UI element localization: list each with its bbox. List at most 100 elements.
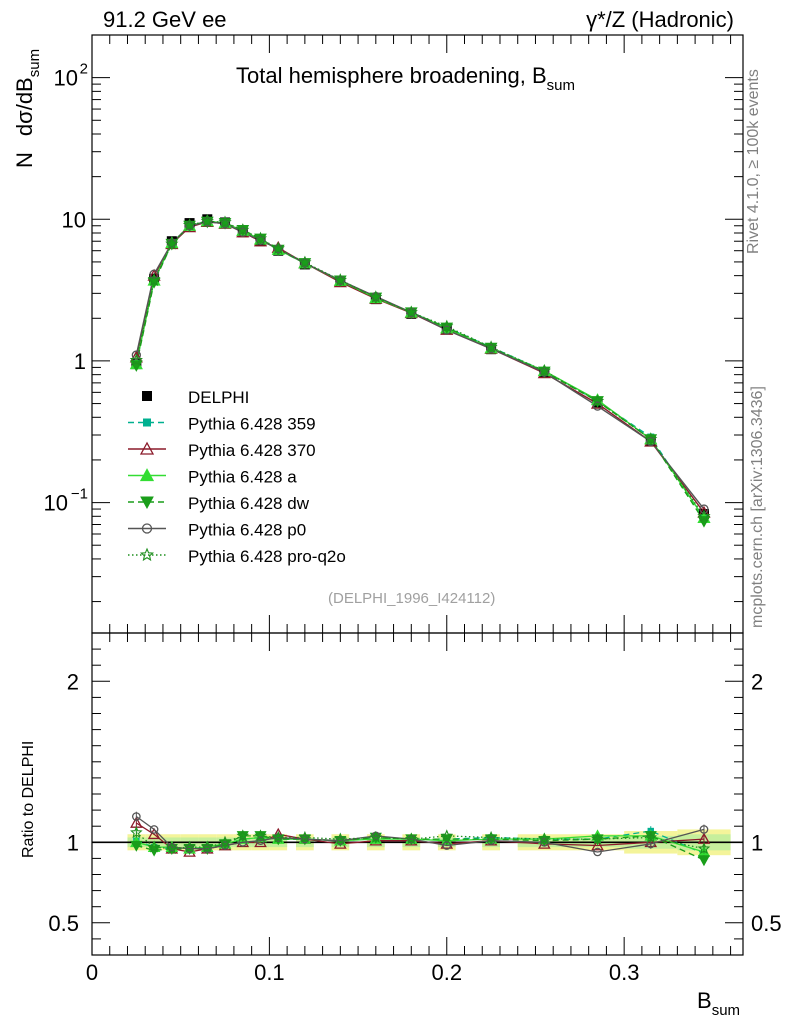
ratio-point-5: [147, 840, 161, 853]
series-point-5: [440, 319, 454, 333]
y-tick-label-10: 10: [62, 207, 86, 232]
ratio-point-5: [130, 825, 143, 838]
legend-marker-delphi: [142, 391, 152, 401]
series-point-5: [404, 305, 418, 319]
x-tick-label: 0: [86, 960, 98, 985]
series-point-4: [442, 325, 452, 335]
ratio-point-3: [130, 840, 143, 852]
x-axis-label-sub: sum: [711, 1002, 741, 1019]
ratio-point-3: [697, 855, 711, 867]
ratio-y-tick-label: 1: [67, 830, 79, 855]
main-frame: [91, 34, 744, 634]
y-tick-label-1: 1: [74, 349, 86, 374]
ratio-point-5: [538, 832, 551, 845]
y-tick-label-100: 10: [54, 66, 78, 91]
series-point-5: [218, 215, 232, 229]
y-axis-label: Ndσ/dBsum: [12, 49, 43, 168]
series-point-5: [298, 255, 312, 269]
ratio-point-4: [699, 825, 709, 834]
series-point-4: [149, 269, 159, 279]
legend-label-1: Pythia 6.428 370: [188, 441, 316, 460]
ratio-point-5: [404, 832, 418, 845]
ratio-y-tick-label-right: 2: [751, 669, 763, 694]
legend-marker-2: [139, 468, 155, 482]
series-point-5: [165, 236, 179, 250]
x-tick-label: 0.3: [609, 960, 640, 985]
x-axis-label-main: B: [697, 988, 712, 1013]
ratio-y-tick-label: 2: [67, 669, 79, 694]
series-point-4: [300, 258, 310, 268]
series-point-4: [699, 504, 709, 514]
ratio-point-4: [220, 841, 230, 850]
series-point-5: [333, 273, 347, 286]
series-point-5: [369, 290, 383, 303]
y-tick-label-0.1-exp: −1: [71, 486, 88, 503]
rivet-label: Rivet 4.1.0, ≥ 100k events: [745, 69, 762, 254]
plot-title-sub: sum: [546, 77, 575, 94]
ratio-point-5: [165, 842, 179, 855]
y-axis-label-sub: sum: [26, 48, 43, 78]
legend-label-4: Pythia 6.428 p0: [188, 521, 306, 540]
series-point-4: [202, 217, 212, 227]
series-point-4: [184, 221, 195, 231]
series-point-4: [131, 350, 141, 360]
series-point-4: [646, 436, 656, 447]
ratio-point-1: [147, 827, 161, 840]
series-point-4: [486, 344, 496, 354]
ratio-point-5: [298, 830, 312, 843]
series-point-5: [253, 231, 268, 245]
header-right: γ*/Z (Hadronic): [586, 7, 734, 32]
series-point-5: [590, 394, 605, 407]
ratio-point-4: [185, 844, 194, 854]
ratio-point-4: [202, 844, 212, 854]
ratio-panel: 0.5 0.5 1 1 2 2 0 0.1 0.2 0.3: [48, 632, 782, 985]
legend-marker-1: [139, 441, 155, 455]
ratio-point-4: [442, 841, 452, 850]
ratio-point-5: [591, 832, 604, 845]
ratio-point-4: [300, 834, 310, 844]
series-point-5: [236, 223, 250, 236]
series-point-4: [220, 219, 230, 229]
legend-label-2: Pythia 6.428 a: [188, 468, 297, 487]
series-point-5: [537, 363, 551, 377]
ratio-point-5: [484, 830, 498, 843]
legend-marker-0: [143, 418, 151, 427]
series-line-4: [135, 221, 705, 510]
mcplots-label: mcplots.cern.ch [arXiv:1306.3436]: [749, 386, 766, 628]
ratio-point-5: [334, 832, 347, 845]
series-point-4: [335, 275, 345, 286]
ratio-point-4: [486, 836, 496, 846]
ratio-point-4: [539, 837, 549, 847]
ratio-point-5: [440, 829, 454, 842]
series-point-5: [147, 273, 161, 287]
ratio-point-4: [335, 836, 345, 846]
series-point-4: [255, 235, 266, 246]
ratio-point-5: [697, 842, 711, 855]
legend-marker-3: [140, 496, 154, 510]
ratio-y-tick-label-right: 0.5: [751, 911, 782, 936]
x-tick-label: 0.1: [254, 960, 285, 985]
ratio-point-5: [254, 829, 267, 842]
y-axis-label-main: dσ/dB: [12, 77, 37, 137]
x-tick-label: 0.2: [431, 960, 462, 985]
ratio-point-5: [183, 840, 196, 853]
ratio-point-5: [644, 830, 658, 843]
y-tick-label-100-exp: 2: [80, 61, 88, 78]
series-point-5: [129, 353, 143, 366]
series-point-5: [697, 509, 711, 522]
series-point-4: [539, 367, 549, 378]
series-point-5: [200, 214, 214, 227]
legend-marker-4: [141, 523, 153, 534]
series-point-5: [182, 218, 197, 231]
ratio-y-axis-label: Ratio to DELPHI: [20, 740, 37, 858]
ratio-point-5: [236, 829, 250, 842]
ratio-point-4: [149, 825, 159, 834]
y-tick-label-0.1: 10: [44, 491, 68, 516]
series-point-4: [238, 227, 248, 237]
plot-title: Total hemisphere broadening, Bsum: [236, 63, 575, 94]
series-point-4: [592, 401, 603, 411]
ratio-y-tick-label-right: 1: [751, 830, 763, 855]
legend-label-5: Pythia 6.428 pro-q2o: [188, 547, 346, 566]
